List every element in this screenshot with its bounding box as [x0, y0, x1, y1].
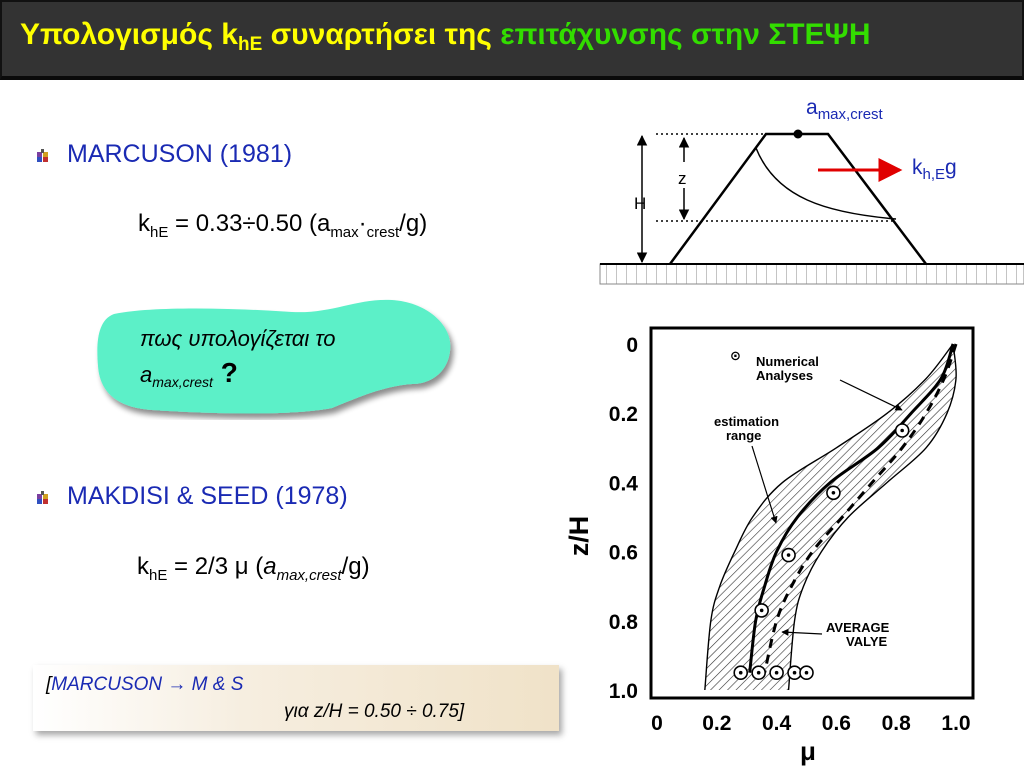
kh-label: kh,Eg — [912, 156, 957, 183]
x-tick-label: 0.4 — [762, 712, 792, 735]
ticks-layer: 0 0.2 0.4 0.6 0.8 1.0 0 0.2 0.4 0.6 0.8 1.0 — [609, 334, 971, 735]
formula-a: a — [263, 553, 277, 580]
formula-k-sub: hE — [150, 224, 169, 241]
formula-k: k — [137, 553, 149, 580]
y-tick-label: 0.8 — [609, 611, 639, 634]
formula-a-sub: max — [330, 224, 359, 241]
annotation-estimation: estimation range — [714, 414, 779, 443]
average-line — [748, 343, 955, 673]
x-tick-label: 0.8 — [882, 712, 912, 735]
cloud-question-mark: ? — [212, 357, 238, 388]
bullet-icon — [37, 149, 48, 162]
ground-layer — [599, 263, 1024, 285]
title-text-2: συναρτήσει της — [262, 18, 501, 51]
marcuson-formula: khE = 0.33÷0.50 (amax·crest/g) — [138, 210, 427, 241]
title-subscript: hE — [237, 34, 263, 55]
data-point-dot — [774, 670, 779, 675]
cloud-a-sub: max,crest — [152, 374, 213, 390]
embankment-diagram: amax,crest kh,Eg z H — [599, 96, 1024, 285]
y-axis-label: z/H — [564, 516, 594, 557]
data-point-dot — [900, 428, 904, 433]
failure-surface — [755, 147, 897, 220]
slide-title: Υπολογισμός khE συναρτήσει της επιτάχυνσ… — [20, 18, 871, 56]
z-label: z — [678, 169, 687, 188]
series-layer — [704, 343, 958, 691]
title-text-3: επιτάχυνσης στην ΣΤΕΨΗ — [500, 18, 871, 51]
data-point-dot — [831, 490, 836, 495]
formula-mid: = 0.33÷0.50 (a — [168, 210, 331, 237]
makdisi-formula: khE = 2/3 μ (amax,crest/g) — [137, 553, 370, 584]
x-tick-label: 1.0 — [941, 712, 970, 735]
H-label: H — [634, 194, 646, 213]
x-tick-label: 0 — [651, 712, 663, 735]
data-point-dot — [759, 608, 764, 613]
marcuson-heading: MARCUSON (1981) — [67, 140, 293, 168]
data-point-dot — [738, 670, 743, 675]
note-line-1-text: MARCUSON → M & S — [51, 674, 244, 695]
estimation-band — [704, 344, 957, 690]
formula-dot: · — [358, 210, 367, 237]
dashed-line — [763, 343, 958, 674]
band-boundary-2 — [787, 343, 957, 691]
amax-label: amax,crest — [806, 96, 884, 123]
y-tick-label: 1.0 — [609, 680, 638, 703]
cloud-line-2: amax,crest ? — [140, 356, 336, 399]
title-text-1: Υπολογισμός k — [20, 18, 238, 51]
formula-a-sub: max,crest — [276, 567, 342, 584]
data-point-dot — [804, 670, 809, 675]
note-line-1: [MARCUSON → M & S — [46, 674, 243, 696]
cloud-a: a — [140, 362, 153, 387]
formula-mid: = 2/3 μ ( — [167, 553, 264, 580]
y-tick-label: 0.6 — [609, 542, 638, 565]
data-point-dot — [756, 670, 761, 675]
x-tick-label: 0.6 — [822, 712, 851, 735]
annotation-numerical: Numerical Analyses — [756, 354, 819, 383]
annotation-average: AVERAGE VALYE — [826, 620, 890, 649]
formula-crest-sub: crest — [366, 224, 400, 241]
y-tick-label: 0.4 — [609, 472, 639, 495]
embankment-outline — [668, 132, 927, 265]
band-fill — [704, 344, 957, 690]
data-point-dot — [792, 670, 797, 675]
y-tick-label: 0.2 — [609, 403, 638, 426]
cloud-text: πως υπολογίζεται το amax,crest ? — [140, 322, 336, 399]
x-axis-label: μ — [800, 736, 816, 766]
formula-k-sub: hE — [149, 567, 168, 584]
formula-end: /g) — [341, 553, 370, 580]
annotation-legend-icon: ⊙ — [730, 348, 741, 363]
z-over-H-chart: 0 0.2 0.4 0.6 0.8 1.0 0 0.2 0.4 0.6 0.8 1.0 Numeric… — [564, 326, 975, 766]
crest-point — [793, 129, 803, 139]
bullet-icon — [37, 491, 48, 504]
data-point-dot — [786, 553, 791, 557]
question-cloud — [97, 299, 451, 414]
formula-k: k — [138, 210, 150, 237]
note-bracket: [ — [46, 674, 52, 695]
note-box — [33, 665, 559, 731]
formula-end: /g) — [399, 210, 428, 237]
title-bar: Υπολογισμός khE συναρτήσει της επιτάχυνσ… — [0, 0, 1024, 80]
y-tick-label: 0 — [626, 334, 638, 357]
points-layer — [733, 423, 910, 681]
makdisi-seed-heading: MAKDISI & SEED (1978) — [67, 482, 348, 510]
x-tick-label: 0.2 — [702, 712, 731, 735]
cloud-line-1: πως υπολογίζεται το — [140, 326, 336, 351]
band-boundary-3 — [704, 343, 954, 691]
note-line-2: για z/H = 0.50 ÷ 0.75] — [284, 701, 465, 722]
